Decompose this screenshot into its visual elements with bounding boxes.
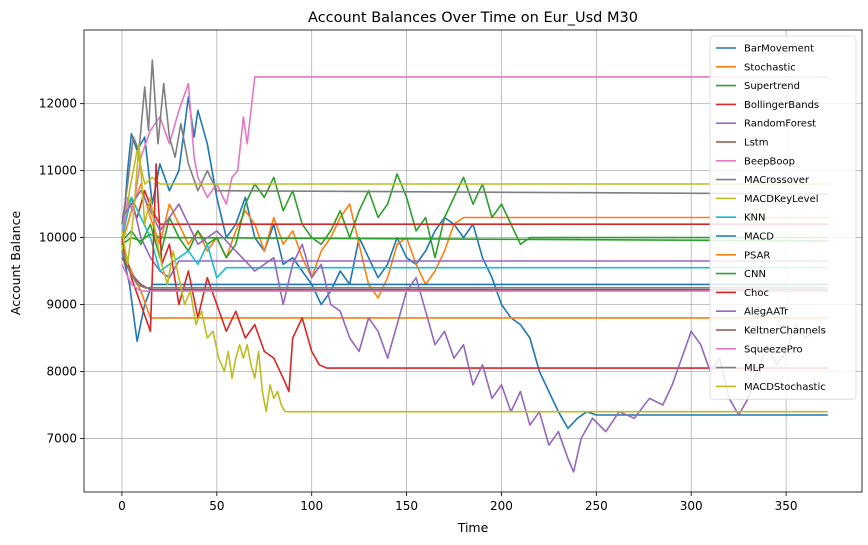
x-tick-label: 0 xyxy=(118,499,126,513)
x-tick-label: 300 xyxy=(680,499,703,513)
legend-label: MACDKeyLevel xyxy=(744,194,819,205)
y-tick-label: 10000 xyxy=(39,231,77,245)
series-line-knn xyxy=(121,196,828,279)
x-tick-label: 200 xyxy=(490,499,513,513)
legend-label: MLP xyxy=(744,363,764,374)
legend: BarMovement Stochastic Supertrend Bollinger… xyxy=(709,35,857,400)
series-line-macdstochastic xyxy=(121,143,828,413)
legend-label: MACrossover xyxy=(744,175,810,186)
legend-label: AlegAATr xyxy=(744,307,789,318)
legend-label: MACD xyxy=(744,232,774,243)
legend-label: Lstm xyxy=(744,138,768,149)
series-line-cnn xyxy=(121,233,828,245)
x-tick-label: 100 xyxy=(300,499,323,513)
y-tick-label: 7000 xyxy=(46,431,77,445)
legend-label: PSAR xyxy=(744,250,770,261)
legend-label: BeepBoop xyxy=(744,156,795,167)
series-line-supertrend xyxy=(121,173,828,259)
series-line-beepboop xyxy=(121,76,828,238)
legend-label: Supertrend xyxy=(744,81,800,92)
legend-label: Choc xyxy=(744,288,769,299)
x-tick-label: 50 xyxy=(209,499,224,513)
series-line-randomforest xyxy=(121,196,828,279)
series-layer xyxy=(121,59,828,473)
y-axis-label: Account Balance xyxy=(8,211,23,316)
legend-label: RandomForest xyxy=(744,119,816,130)
legend-label: BollingerBands xyxy=(744,100,819,111)
y-tick-label: 8000 xyxy=(46,364,77,378)
series-line-squeezepro xyxy=(121,263,828,292)
legend-label: BarMovement xyxy=(744,44,814,55)
series-line-choc xyxy=(121,163,828,393)
y-tick-label: 11000 xyxy=(39,164,77,178)
series-line-macdkeylevel xyxy=(121,149,828,252)
plot-frame xyxy=(83,29,863,493)
legend-label: Stochastic xyxy=(744,62,796,73)
legend-label: MACDStochastic xyxy=(744,382,826,393)
legend-label: KNN xyxy=(744,213,766,224)
x-tick-label: 150 xyxy=(395,499,418,513)
x-tick-label: 250 xyxy=(585,499,608,513)
chart-title: Account Balances Over Time on Eur_Usd M3… xyxy=(308,10,638,26)
legend-box xyxy=(709,35,857,400)
legend-label: SqueezePro xyxy=(744,344,803,355)
legend-label: CNN xyxy=(744,269,766,280)
y-tick-label: 12000 xyxy=(39,97,77,111)
series-line-stochastic xyxy=(121,183,828,299)
axes: 0 50 100 150 200 250 300 350 7000 8000 9000 10000 11… xyxy=(39,97,798,513)
y-tick-label: 9000 xyxy=(46,298,77,312)
x-axis-label: Time xyxy=(457,520,489,535)
x-tick-label: 350 xyxy=(775,499,798,513)
legend-label: KeltnerChannels xyxy=(744,326,826,337)
